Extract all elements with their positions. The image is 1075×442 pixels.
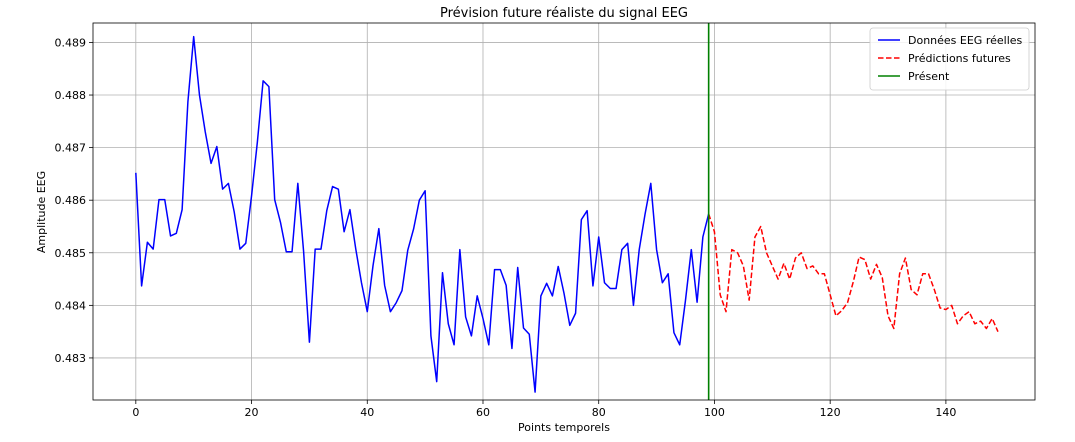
y-tick-label: 0.489 (55, 36, 87, 49)
legend-label: Prédictions futures (908, 52, 1011, 65)
y-tick-label: 0.485 (55, 247, 87, 260)
chart-title: Prévision future réaliste du signal EEG (440, 6, 688, 21)
x-tick-label: 40 (360, 406, 374, 419)
x-tick-label: 140 (935, 406, 956, 419)
y-tick-label: 0.487 (55, 142, 87, 155)
legend-box (869, 27, 1030, 91)
legend: Données EEG réelles Prédictions futures Pr… (869, 27, 1030, 91)
plot-frame (92, 22, 1036, 401)
x-tick-label: 0 (132, 406, 139, 419)
y-tick-label: 0.486 (55, 194, 87, 207)
legend-label: Présent (908, 70, 950, 83)
series-layer (135, 23, 999, 400)
grid-lines (93, 23, 1035, 400)
x-tick-label: 80 (592, 406, 606, 419)
series-line-predictions (707, 213, 999, 332)
x-tick-label: 20 (245, 406, 259, 419)
series-line-real-eeg (135, 35, 710, 393)
x-tick-label: 100 (704, 406, 725, 419)
axis-ticks: 0 20 40 60 80 100 120 140 0.483 0.484 0.485 0.486 0.… (55, 36, 957, 419)
x-tick-label: 60 (476, 406, 490, 419)
y-tick-label: 0.488 (55, 89, 87, 102)
y-tick-label: 0.484 (55, 299, 87, 312)
legend-label: Données EEG réelles (908, 34, 1023, 47)
y-axis-title: Amplitude EEG (35, 171, 48, 253)
x-axis-title: Points temporels (518, 421, 610, 434)
y-tick-label: 0.483 (55, 352, 87, 365)
x-tick-label: 120 (820, 406, 841, 419)
